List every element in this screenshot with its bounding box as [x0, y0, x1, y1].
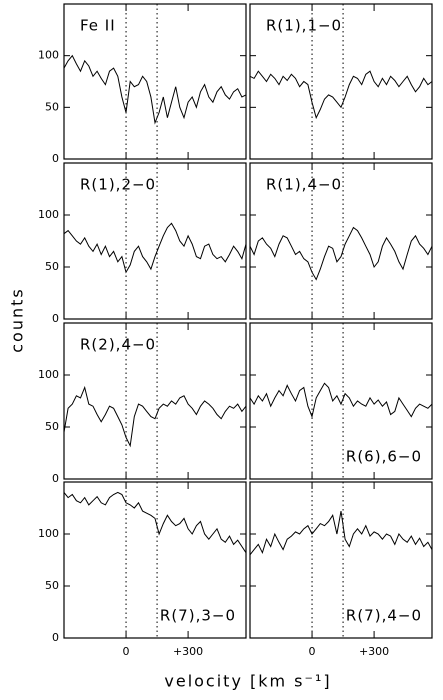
spectrum-line: [63, 222, 247, 274]
spectrum-line: [249, 70, 433, 120]
x-tick-label: +300: [173, 645, 203, 658]
panel-label: R(6),6−0: [346, 448, 422, 466]
y-tick-label: 50: [45, 100, 59, 113]
x-tick-label: +300: [359, 645, 389, 658]
y-tick-label: 100: [38, 49, 59, 62]
panel-frame: [63, 481, 247, 639]
y-axis-label: counts: [8, 287, 27, 352]
y-tick-label: 50: [45, 420, 59, 433]
panel-label: Fe II: [80, 17, 116, 35]
y-tick-label: 0: [52, 152, 59, 165]
y-tick-label: 50: [45, 579, 59, 592]
spectrum-line: [63, 385, 247, 448]
panel-frame: [63, 162, 247, 320]
panel-label: R(7),4−0: [346, 607, 422, 625]
y-tick-label: 100: [38, 368, 59, 381]
y-tick-label: 0: [52, 631, 59, 644]
spectrum-line: [63, 491, 247, 553]
x-tick-label: 0: [309, 645, 316, 658]
panel-frame: [63, 3, 247, 160]
y-tick-label: 0: [52, 472, 59, 485]
y-tick-label: 100: [38, 527, 59, 540]
panel-label: R(1),4−0: [266, 176, 342, 194]
panel-frame: [249, 481, 433, 639]
panel-label: R(1),2−0: [80, 176, 156, 194]
panel-label: R(2),4−0: [80, 336, 156, 354]
panel-label: R(7),3−0: [160, 607, 236, 625]
panel-frame: [63, 322, 247, 480]
spectrum-line: [249, 511, 433, 556]
spectrum-line: [249, 382, 433, 419]
panel-frame: [249, 162, 433, 320]
x-axis-label: velocity [km s⁻¹]: [164, 672, 331, 691]
y-tick-label: 100: [38, 208, 59, 221]
spectrum-line: [63, 54, 247, 125]
panel-frame: [249, 322, 433, 480]
y-tick-label: 0: [52, 312, 59, 325]
spectrum-line: [249, 226, 433, 281]
x-tick-label: 0: [123, 645, 130, 658]
panel-label: R(1),1−0: [266, 17, 342, 35]
y-tick-label: 50: [45, 260, 59, 273]
